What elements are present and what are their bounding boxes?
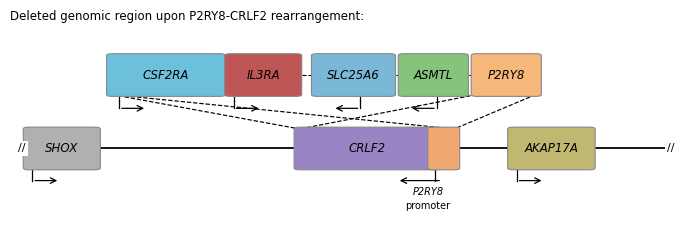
FancyBboxPatch shape — [398, 54, 468, 96]
FancyBboxPatch shape — [294, 127, 440, 170]
FancyBboxPatch shape — [225, 54, 302, 96]
Text: //: // — [667, 144, 675, 153]
FancyBboxPatch shape — [106, 54, 225, 96]
FancyBboxPatch shape — [471, 54, 541, 96]
FancyBboxPatch shape — [312, 54, 395, 96]
Text: P2RY8: P2RY8 — [412, 188, 444, 197]
FancyBboxPatch shape — [23, 127, 100, 170]
Text: CRLF2: CRLF2 — [349, 142, 386, 155]
Text: SLC25A6: SLC25A6 — [327, 69, 380, 82]
Text: SHOX: SHOX — [46, 142, 78, 155]
FancyBboxPatch shape — [428, 127, 460, 170]
Text: promoter: promoter — [405, 201, 451, 211]
Text: IL3RA: IL3RA — [246, 69, 280, 82]
Text: AKAP17A: AKAP17A — [524, 142, 578, 155]
Text: P2RY8: P2RY8 — [488, 69, 525, 82]
Text: //: // — [18, 144, 26, 153]
FancyBboxPatch shape — [508, 127, 595, 170]
Text: CSF2RA: CSF2RA — [143, 69, 189, 82]
Text: ASMTL: ASMTL — [414, 69, 453, 82]
Text: Deleted genomic region upon P2RY8-CRLF2 rearrangement:: Deleted genomic region upon P2RY8-CRLF2 … — [10, 10, 364, 23]
